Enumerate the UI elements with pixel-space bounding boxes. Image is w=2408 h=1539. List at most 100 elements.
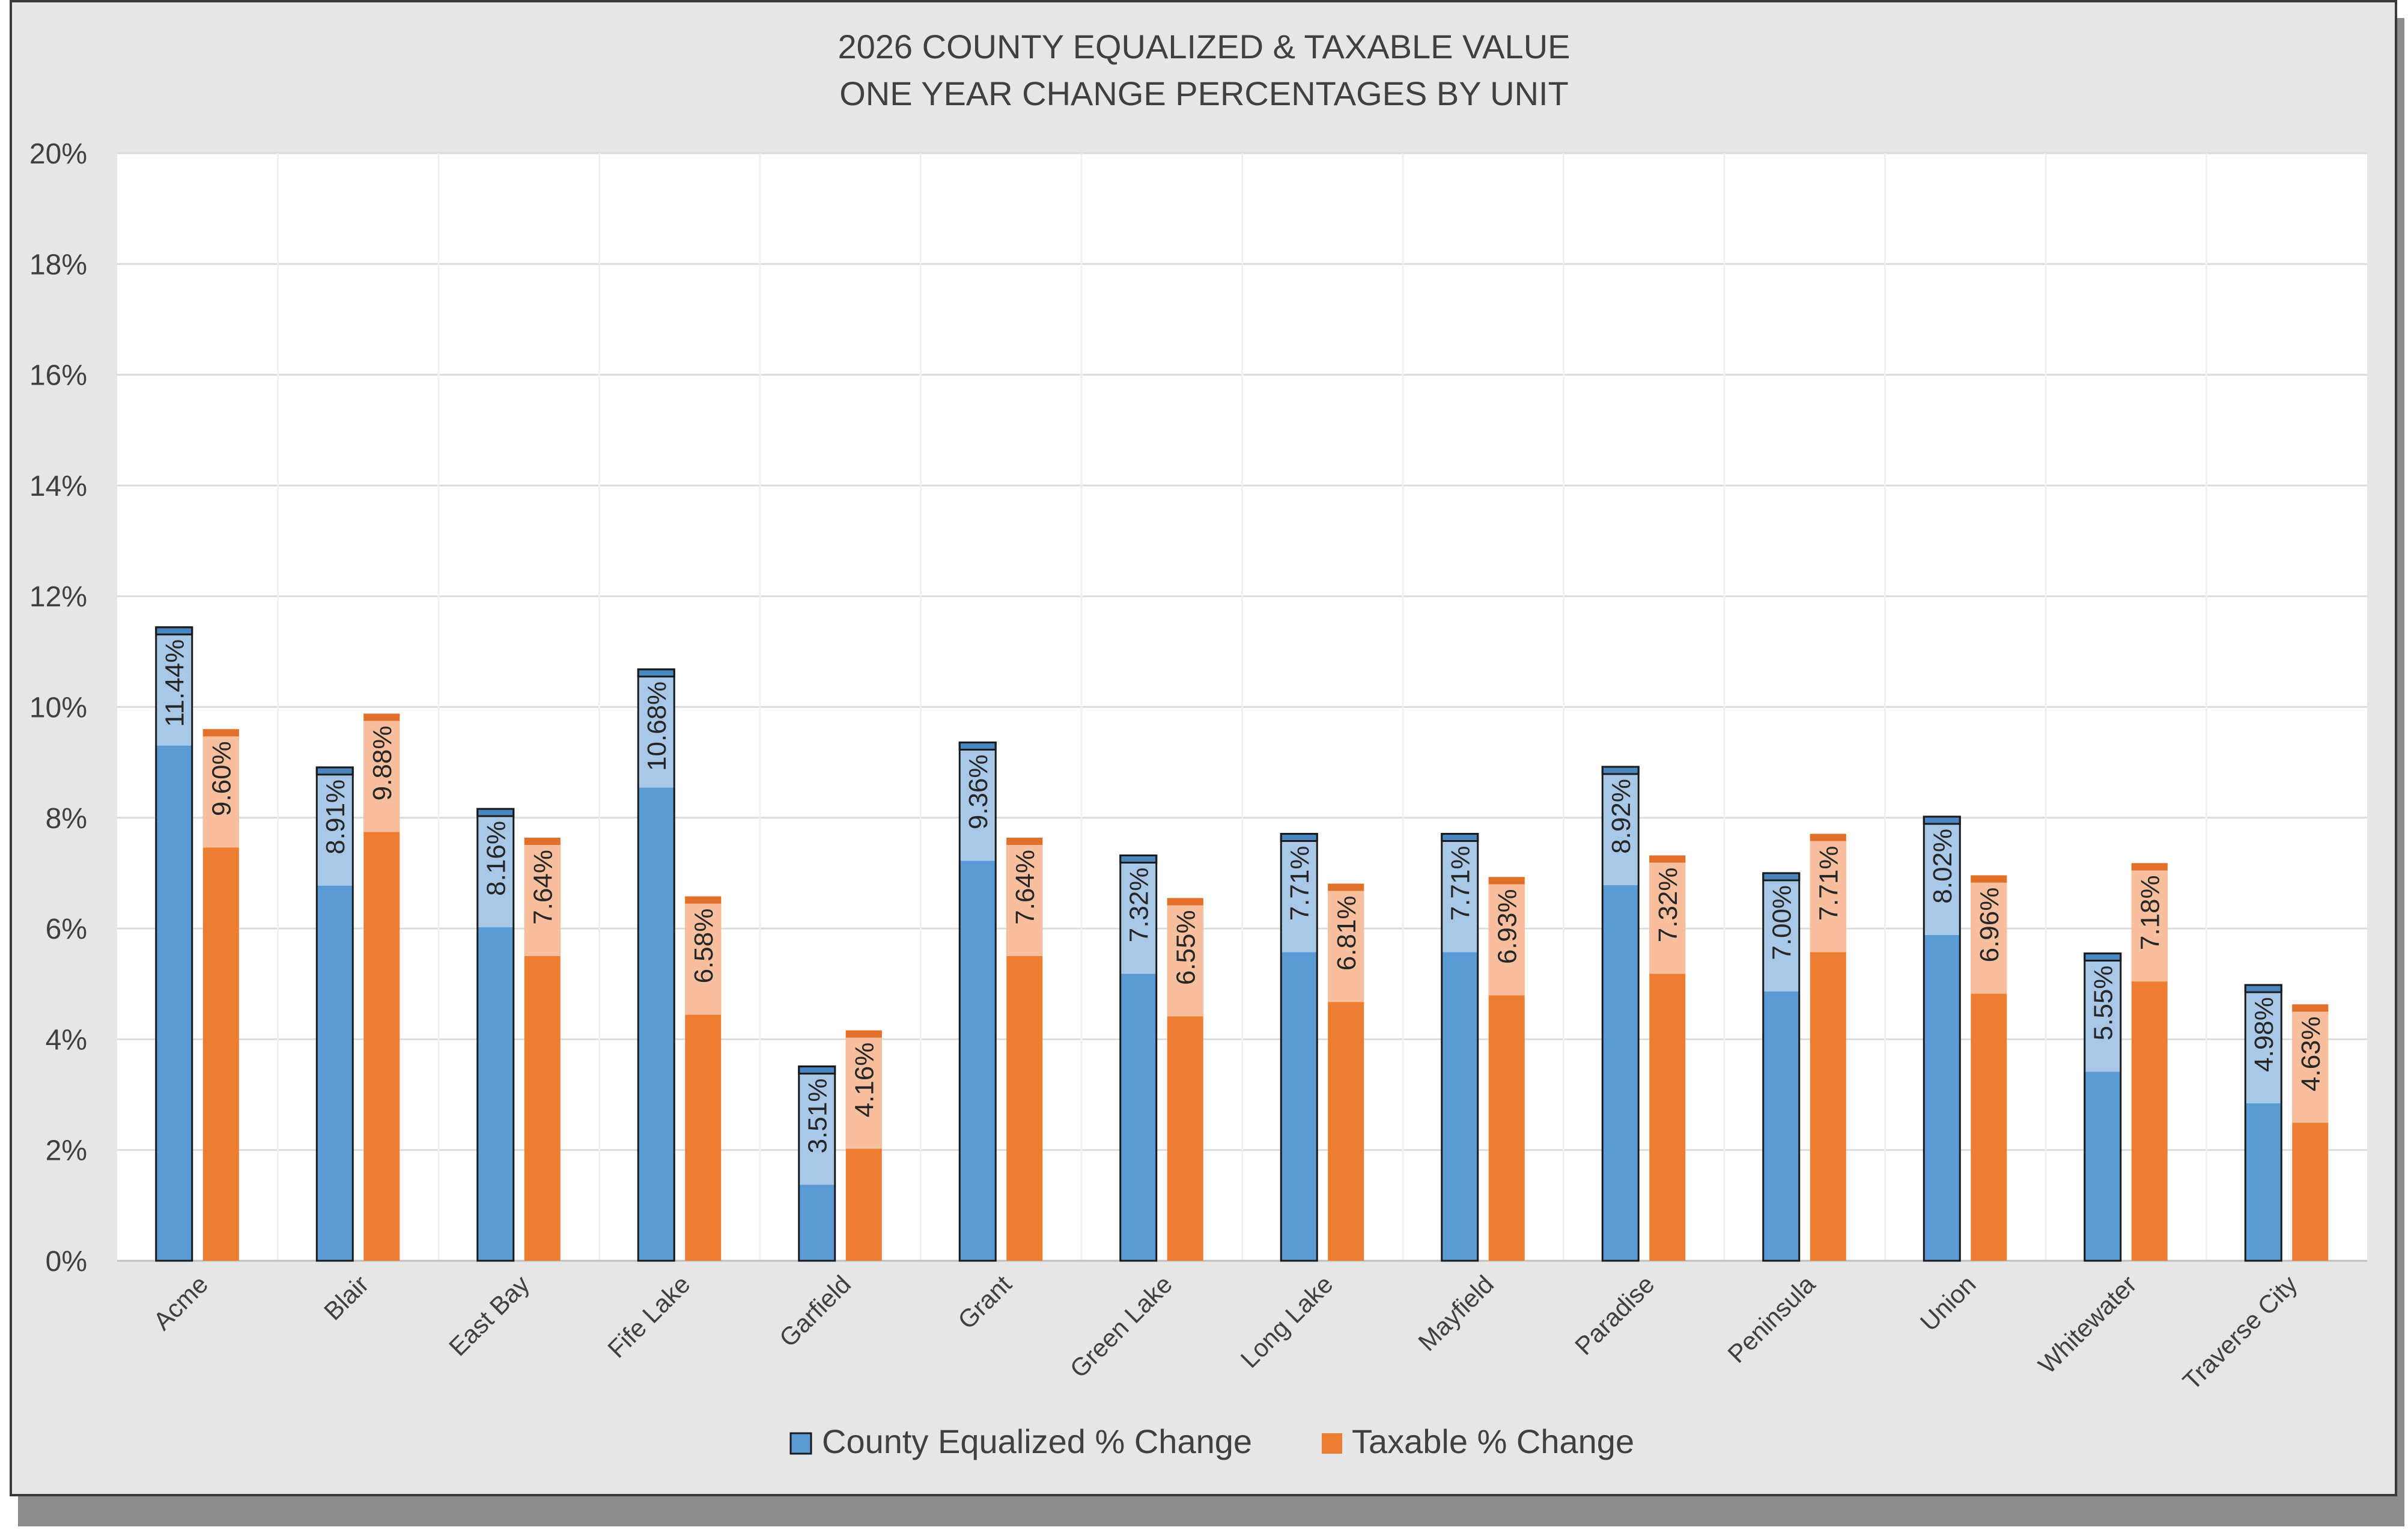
data-label: 8.02%: [1928, 829, 1957, 904]
bar-cap: [1006, 837, 1043, 845]
data-label-box: [1810, 841, 1846, 952]
data-label: 7.71%: [1814, 846, 1844, 921]
data-label: 6.81%: [1332, 895, 1361, 971]
frame-shadow-side: [2396, 18, 2404, 1526]
bar-cap: [1601, 766, 1640, 775]
bar-cap: [363, 713, 400, 721]
data-label-box: [363, 721, 400, 832]
bar-cap: [202, 729, 239, 737]
bar-outline: [1601, 766, 1640, 1262]
data-label: 3.51%: [803, 1079, 833, 1154]
y-tick-label: 14%: [29, 471, 87, 502]
data-label: 7.32%: [1125, 867, 1154, 942]
data-label: 10.68%: [642, 681, 672, 771]
legend-label-taxable: Taxable % Change: [1352, 1422, 1634, 1460]
data-label: 6.96%: [1975, 888, 2004, 963]
data-label-box: [1924, 823, 1960, 935]
data-label: 9.88%: [368, 726, 397, 801]
y-tick-label: 18%: [29, 249, 87, 281]
data-label-box: [845, 1037, 882, 1149]
bar-cap: [2084, 952, 2122, 962]
y-tick-label: 6%: [46, 913, 87, 945]
legend-swatch-taxable: [1322, 1433, 1342, 1454]
y-tick-label: 2%: [46, 1135, 87, 1167]
data-label: 5.55%: [2089, 966, 2118, 1041]
data-label-box: [2245, 992, 2282, 1104]
frame-shadow: [18, 1495, 2397, 1526]
bar-cap: [1971, 875, 2007, 883]
y-tick-label: 20%: [29, 138, 87, 170]
y-tick-label: 16%: [29, 360, 87, 392]
data-label-box: [1167, 905, 1203, 1017]
y-tick-label: 8%: [46, 803, 87, 835]
data-label-box: [156, 634, 192, 746]
data-label-box: [202, 736, 239, 848]
bar-cap: [1328, 883, 1364, 891]
bar-cap: [1810, 833, 1846, 841]
bar-outline: [637, 668, 675, 1262]
bar-outline: [1119, 854, 1158, 1262]
data-label-box: [685, 903, 722, 1015]
bar-cap: [1280, 833, 1318, 843]
data-label-box: [317, 774, 353, 886]
y-tick-label: 0%: [46, 1246, 87, 1278]
data-label-box: [1328, 891, 1364, 1002]
bar-cap: [1649, 855, 1686, 863]
bar-outline: [958, 741, 997, 1262]
chart-subtitle: ONE YEAR CHANGE PERCENTAGES BY UNIT: [839, 75, 1569, 112]
bar-cap: [798, 1065, 836, 1075]
bar-outline: [1441, 833, 1479, 1262]
data-label-box: [1120, 862, 1157, 974]
legend-label-equalized: County Equalized % Change: [822, 1422, 1252, 1460]
bar-cap: [476, 808, 515, 817]
bar-cap: [958, 741, 997, 751]
bar-outline: [2244, 984, 2282, 1262]
data-label: 7.71%: [1446, 846, 1476, 921]
data-label: 7.64%: [529, 850, 558, 925]
data-label: 11.44%: [160, 639, 190, 727]
bar-outline: [1923, 815, 1961, 1262]
data-label-box: [1602, 774, 1639, 886]
data-label: 4.98%: [2249, 997, 2279, 1072]
data-label-box: [2292, 1011, 2329, 1123]
data-label-box: [2131, 870, 2168, 982]
bar-outline: [476, 808, 515, 1262]
data-label-box: [2084, 960, 2121, 1072]
data-label: 6.93%: [1493, 889, 1522, 964]
data-label-box: [1649, 862, 1686, 974]
data-label: 4.16%: [850, 1043, 880, 1118]
data-label-box: [1971, 882, 2007, 994]
bar-outline: [155, 626, 193, 1262]
bar-cap: [637, 668, 675, 678]
bar-cap: [2292, 1004, 2329, 1012]
data-label: 9.36%: [964, 754, 993, 829]
data-label: 6.55%: [1172, 910, 1201, 985]
data-label-box: [1488, 884, 1525, 996]
data-label: 6.58%: [689, 909, 719, 984]
bar-cap: [845, 1030, 882, 1038]
bar-outline: [1762, 872, 1801, 1262]
chart-title: 2026 COUNTY EQUALIZED & TAXABLE VALUE: [838, 28, 1570, 66]
bar-cap: [1762, 872, 1801, 882]
data-label: 7.32%: [1653, 867, 1683, 942]
legend: County Equalized % Change Taxable % Chan…: [789, 1422, 1634, 1460]
data-label: 7.64%: [1011, 850, 1040, 925]
bar-cap: [2131, 863, 2168, 871]
bar-cap: [155, 626, 193, 636]
bar-cap: [2244, 984, 2282, 993]
data-label: 4.63%: [2296, 1016, 2326, 1091]
data-label: 8.16%: [482, 821, 511, 896]
data-label: 7.00%: [1768, 885, 1797, 960]
data-label: 8.91%: [321, 779, 350, 855]
bar-outline: [2084, 952, 2122, 1262]
data-label-box: [524, 844, 561, 956]
bar-cap: [685, 896, 722, 904]
y-tick-label: 4%: [46, 1024, 87, 1056]
bar-cap: [1441, 833, 1479, 843]
legend-swatch-equalized: [789, 1432, 812, 1455]
data-label-box: [798, 1073, 835, 1185]
y-tick-label: 10%: [29, 692, 87, 724]
bar-cap: [315, 766, 354, 776]
